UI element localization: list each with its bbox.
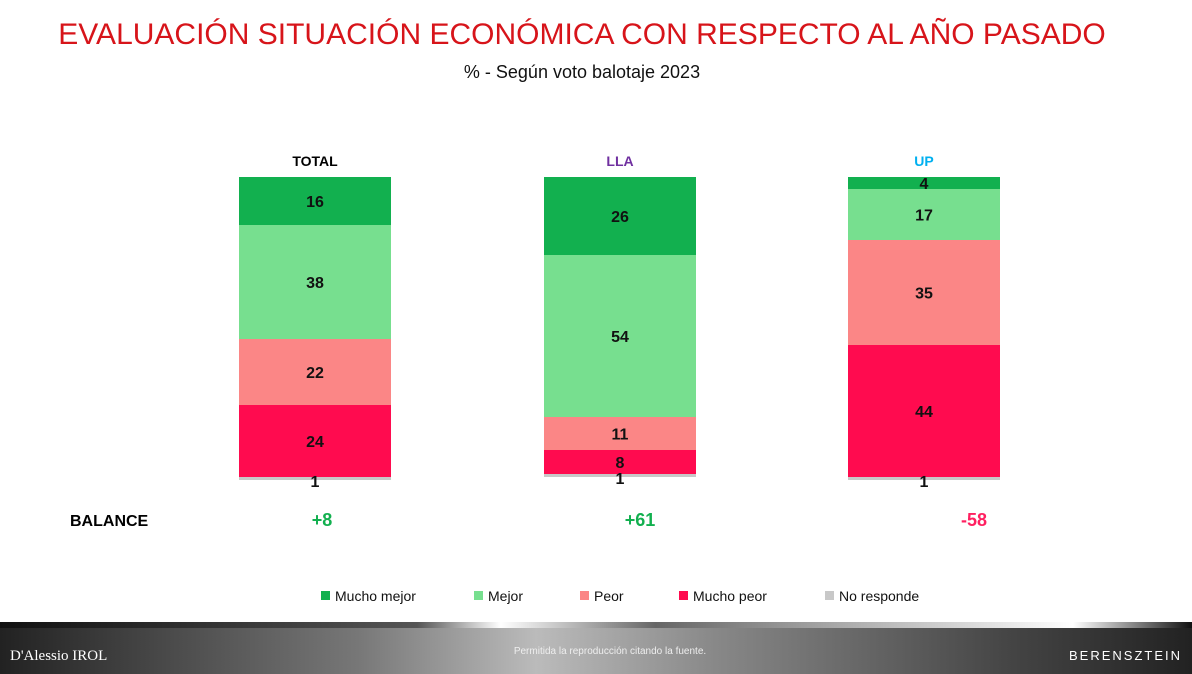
footer-note: Permitida la reproducción citando la fue… (513, 646, 707, 657)
berensztein-logo: BERENSZTEIN (1068, 648, 1182, 663)
balance-value: -58 (961, 510, 987, 530)
balance-label: BALANCE (70, 513, 149, 530)
stacked-bar-chart: TOTAL163822241+8LLA26541181+61UP41735441… (70, 153, 1000, 604)
legend-label: Mucho mejor (335, 588, 416, 604)
legend-label: Mucho peor (693, 588, 767, 604)
data-label: 24 (306, 434, 324, 451)
bar-segment (848, 240, 1000, 345)
bar-segment (848, 477, 1000, 480)
data-label: 1 (920, 474, 929, 491)
legend-swatch (580, 591, 589, 600)
data-label: 38 (306, 275, 324, 292)
data-label: 17 (915, 208, 933, 225)
legend-swatch (474, 591, 483, 600)
bar-segment (544, 450, 696, 474)
legend-swatch (679, 591, 688, 600)
data-label: 8 (616, 455, 625, 472)
bar-segment (544, 177, 696, 255)
data-label: 26 (611, 209, 629, 226)
category-label: UP (914, 153, 933, 169)
legend-label: Mejor (488, 588, 523, 604)
category-label: TOTAL (292, 153, 338, 169)
bar-segment (544, 474, 696, 477)
data-label: 35 (915, 286, 933, 303)
legend-swatch (321, 591, 330, 600)
category-label: LLA (606, 153, 633, 169)
bar-segment (239, 405, 391, 477)
bar-segment (239, 177, 391, 225)
data-label: 11 (612, 427, 629, 444)
data-label: 16 (306, 194, 324, 211)
legend-label: Peor (594, 588, 624, 604)
data-label: 22 (306, 365, 324, 382)
dalessio-logo: D'Alessio IROL (10, 648, 108, 664)
bar-segment (239, 225, 391, 339)
bar-segment (544, 417, 696, 450)
legend-swatch (825, 591, 834, 600)
bar-segment (848, 189, 1000, 240)
data-label: 44 (915, 404, 933, 421)
legend-label: No responde (839, 588, 919, 604)
footer-divider (0, 622, 1192, 628)
footer: D'Alessio IROL Permitida la reproducción… (0, 628, 1192, 674)
bar-segment (848, 177, 1000, 189)
data-label: 1 (311, 474, 320, 491)
bar-segment (544, 255, 696, 417)
data-label: 54 (611, 329, 629, 346)
bar-segment (239, 339, 391, 405)
bar-segment (239, 477, 391, 480)
bar-segment (848, 345, 1000, 477)
balance-value: +61 (625, 510, 656, 530)
chart-title: EVALUACIÓN SITUACIÓN ECONÓMICA CON RESPE… (58, 18, 1106, 51)
data-label: 4 (920, 176, 929, 193)
data-label: 1 (616, 471, 625, 488)
balance-value: +8 (312, 510, 333, 530)
chart-subtitle: % - Según voto balotaje 2023 (463, 62, 701, 82)
